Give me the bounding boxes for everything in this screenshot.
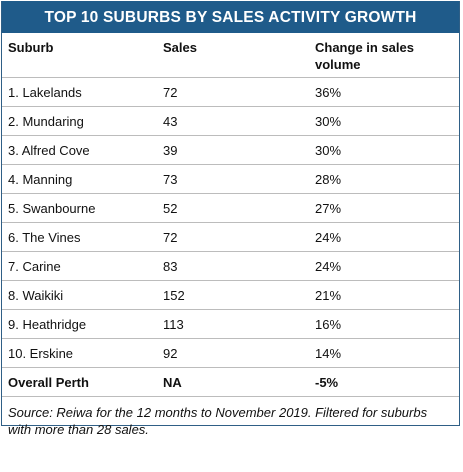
change-cell: 30% xyxy=(309,135,459,165)
sales-cell: 43 xyxy=(157,106,309,136)
suburb-cell: 1. Lakelands xyxy=(2,77,157,107)
overall-row: Overall Perth NA -5% xyxy=(2,367,459,397)
table-card: TOP 10 SUBURBS BY SALES ACTIVITY GROWTH … xyxy=(1,1,460,437)
suburb-cell: 6. The Vines xyxy=(2,222,157,252)
table-title: TOP 10 SUBURBS BY SALES ACTIVITY GROWTH xyxy=(2,1,459,33)
sales-cell: 52 xyxy=(157,193,309,223)
change-cell: 28% xyxy=(309,164,459,194)
column-header-suburb: Suburb xyxy=(2,33,157,78)
column-header-sales: Sales xyxy=(157,33,309,78)
overall-change-cell: -5% xyxy=(309,367,459,397)
change-cell: 24% xyxy=(309,222,459,252)
suburbs-table: Suburb Sales Change in sales volume 1. L… xyxy=(2,33,459,397)
sales-cell: 39 xyxy=(157,135,309,165)
sales-cell: 72 xyxy=(157,77,309,107)
table-row: 5. Swanbourne 52 27% xyxy=(2,193,459,223)
change-cell: 16% xyxy=(309,309,459,339)
column-header-change: Change in sales volume xyxy=(309,33,459,78)
suburb-cell: 3. Alfred Cove xyxy=(2,135,157,165)
suburb-cell: 9. Heathridge xyxy=(2,309,157,339)
change-cell: 14% xyxy=(309,338,459,368)
suburb-cell: 8. Waikiki xyxy=(2,280,157,310)
table-row: 9. Heathridge 113 16% xyxy=(2,309,459,339)
suburb-cell: 4. Manning xyxy=(2,164,157,194)
sales-cell: 113 xyxy=(157,309,309,339)
change-cell: 27% xyxy=(309,193,459,223)
sales-cell: 152 xyxy=(157,280,309,310)
change-cell: 30% xyxy=(309,106,459,136)
table-row: 7. Carine 83 24% xyxy=(2,251,459,281)
source-note: Source: Reiwa for the 12 months to Novem… xyxy=(8,405,428,437)
suburb-cell: 10. Erskine xyxy=(2,338,157,368)
sales-cell: 92 xyxy=(157,338,309,368)
suburb-cell: 2. Mundaring xyxy=(2,106,157,136)
change-cell: 36% xyxy=(309,77,459,107)
sales-cell: 72 xyxy=(157,222,309,252)
table-row: 10. Erskine 92 14% xyxy=(2,338,459,368)
sales-cell: 73 xyxy=(157,164,309,194)
suburb-cell: 5. Swanbourne xyxy=(2,193,157,223)
header-row: Suburb Sales Change in sales volume xyxy=(2,33,459,78)
overall-suburb-cell: Overall Perth xyxy=(2,367,157,397)
change-cell: 21% xyxy=(309,280,459,310)
overall-sales-cell: NA xyxy=(157,367,309,397)
table-row: 4. Manning 73 28% xyxy=(2,164,459,194)
table-row: 1. Lakelands 72 36% xyxy=(2,77,459,107)
suburb-cell: 7. Carine xyxy=(2,251,157,281)
table-row: 3. Alfred Cove 39 30% xyxy=(2,135,459,165)
table-row: 8. Waikiki 152 21% xyxy=(2,280,459,310)
change-cell: 24% xyxy=(309,251,459,281)
table-row: 2. Mundaring 43 30% xyxy=(2,106,459,136)
table-row: 6. The Vines 72 24% xyxy=(2,222,459,252)
sales-cell: 83 xyxy=(157,251,309,281)
